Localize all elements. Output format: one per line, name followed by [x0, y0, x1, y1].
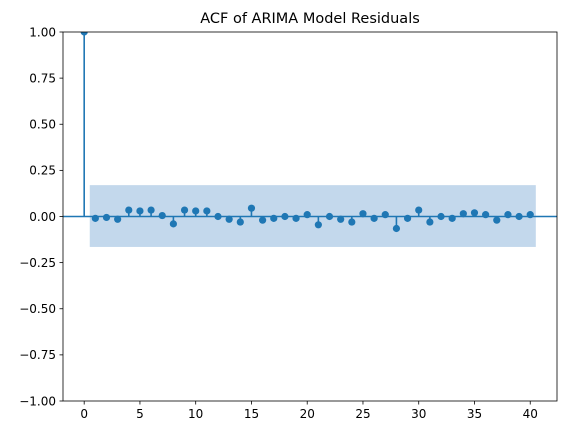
chart-title: ACF of ARIMA Model Residuals [200, 11, 420, 27]
plot-area [63, 32, 557, 247]
marker-lag-34 [459, 210, 467, 218]
y-tick-label-1: −0.75 [19, 348, 56, 362]
y-tick-label-6: 0.50 [29, 118, 56, 132]
marker-lag-11 [203, 207, 211, 215]
x-tick-label-15: 15 [244, 407, 259, 421]
marker-lag-6 [147, 206, 155, 214]
axes: 0 5 10 15 20 25 30 35 40 −1.00 −0.75 −0.50 −0.25 0.00… [19, 25, 558, 421]
y-tick-label-3: −0.25 [19, 256, 56, 270]
y-tick-label-4: 0.00 [29, 210, 56, 224]
marker-lag-15 [247, 204, 256, 212]
marker-lag-19 [292, 214, 300, 222]
marker-lag-24 [348, 218, 356, 226]
x-tick-label-5: 5 [136, 407, 144, 421]
marker-lag-35 [470, 209, 479, 217]
marker-lag-5 [136, 207, 144, 215]
marker-lag-23 [337, 215, 345, 223]
marker-lag-0 [80, 32, 88, 36]
marker-lag-8 [169, 220, 177, 228]
x-tick-label-30: 30 [411, 407, 426, 421]
marker-lag-17 [270, 214, 278, 222]
x-tick-label-10: 10 [188, 407, 203, 421]
marker-lag-30 [415, 206, 423, 214]
marker-lag-31 [426, 218, 434, 226]
marker-lag-25 [359, 210, 367, 218]
marker-lag-20 [303, 211, 311, 219]
marker-lag-39 [515, 212, 523, 221]
marker-lag-13 [225, 215, 233, 223]
marker-lag-7 [158, 211, 166, 220]
marker-lag-33 [448, 214, 456, 222]
marker-lag-22 [325, 212, 334, 221]
x-tick-label-0: 0 [80, 407, 88, 421]
marker-lag-18 [281, 212, 289, 221]
marker-lag-2 [102, 213, 111, 222]
x-tick-label-25: 25 [355, 407, 370, 421]
marker-lag-40 [526, 211, 534, 219]
marker-lag-29 [403, 214, 412, 222]
marker-lag-10 [192, 207, 200, 215]
x-tick-label-35: 35 [467, 407, 482, 421]
marker-lag-28 [392, 224, 401, 233]
y-tick-label-2: −0.50 [19, 302, 56, 316]
marker-lag-37 [493, 216, 501, 224]
marker-lag-27 [381, 211, 389, 219]
y-tick-label-5: 0.25 [29, 164, 56, 178]
marker-lag-16 [259, 216, 267, 224]
marker-lag-1 [91, 214, 99, 222]
marker-lag-26 [370, 214, 378, 222]
x-tick-label-40: 40 [523, 407, 538, 421]
marker-lag-38 [504, 211, 512, 219]
marker-lag-21 [314, 221, 322, 229]
x-tick-label-20: 20 [300, 407, 315, 421]
marker-lag-14 [236, 218, 244, 226]
marker-lag-9 [180, 206, 189, 214]
marker-lag-36 [482, 211, 490, 219]
marker-lag-4 [125, 206, 133, 214]
y-tick-label-8: 1.00 [29, 25, 56, 39]
y-tick-label-7: 0.75 [29, 71, 56, 85]
marker-lag-32 [437, 212, 445, 221]
plot-content [63, 32, 557, 247]
y-tick-label-0: −1.00 [19, 394, 56, 408]
marker-lag-12 [214, 212, 222, 221]
marker-lag-3 [114, 215, 122, 223]
